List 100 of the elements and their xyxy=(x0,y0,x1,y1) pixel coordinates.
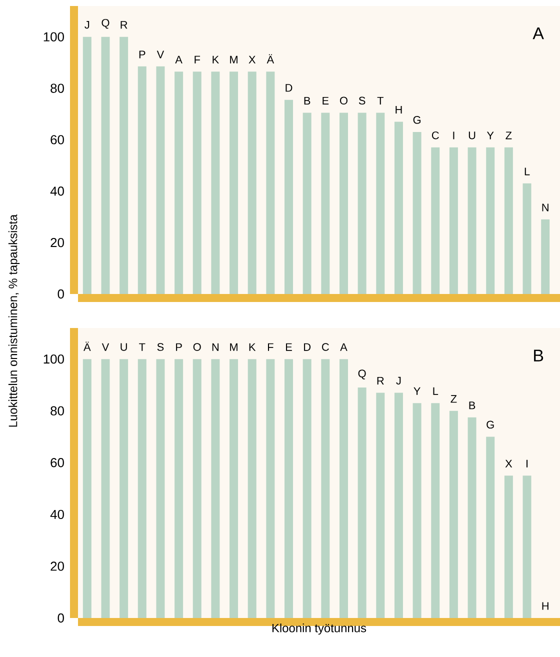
x-tick-label: M xyxy=(230,56,238,64)
bar xyxy=(211,359,220,618)
bar xyxy=(138,66,146,294)
bar xyxy=(156,66,165,294)
x-tick-label: N xyxy=(542,204,548,212)
x-tick-label: D xyxy=(286,84,292,92)
x-tick-label: G xyxy=(413,116,420,124)
y-tick-label: 20 xyxy=(50,562,64,571)
bar xyxy=(376,112,385,294)
bar xyxy=(248,72,256,294)
x-tick-label: P xyxy=(139,50,146,58)
bar xyxy=(101,359,110,618)
bar xyxy=(504,476,513,618)
bar xyxy=(156,359,165,618)
bar xyxy=(504,147,513,294)
x-tick-label: E xyxy=(286,343,292,351)
x-tick-label: A xyxy=(175,56,182,64)
bar xyxy=(120,36,128,294)
x-tick-label: O xyxy=(193,343,201,351)
x-tick-label: F xyxy=(268,343,274,351)
bar xyxy=(449,410,458,618)
y-tick-label: 80 xyxy=(50,406,64,416)
x-tick-label: S xyxy=(358,96,366,105)
x-tick-label: K xyxy=(212,56,219,64)
bar xyxy=(522,183,532,294)
bar xyxy=(192,359,202,618)
bar xyxy=(82,36,92,294)
bar xyxy=(138,359,146,618)
bar xyxy=(174,72,184,294)
bar xyxy=(541,219,550,294)
bar xyxy=(284,359,294,618)
bar xyxy=(230,72,238,294)
x-tick-label: L xyxy=(524,168,530,176)
x-tick-label: H xyxy=(542,602,548,610)
x-tick-label: F xyxy=(194,56,200,64)
x-tick-label: A xyxy=(340,343,348,351)
x-tick-label: T xyxy=(377,96,384,105)
x-tick-label: Q xyxy=(358,370,366,380)
x-tick-label: O xyxy=(340,96,348,105)
y-tick-label: 60 xyxy=(50,135,64,144)
bar xyxy=(522,476,532,618)
bar xyxy=(302,359,312,618)
bar xyxy=(486,147,495,294)
bar xyxy=(376,392,385,618)
bar xyxy=(266,72,275,294)
y-tick-label: 0 xyxy=(58,289,64,299)
x-tick-label: I xyxy=(453,132,454,140)
bar xyxy=(192,72,202,294)
x-tick-label: N xyxy=(212,343,219,351)
x-tick-label: X xyxy=(505,460,512,468)
bar xyxy=(321,112,330,294)
y-tick-label: 40 xyxy=(50,186,64,196)
y-tick-label: 0 xyxy=(58,613,64,623)
bar xyxy=(302,112,312,294)
bar xyxy=(101,36,110,294)
x-tick-label: C xyxy=(322,343,329,351)
bar xyxy=(394,122,403,294)
y-tick-label: 100 xyxy=(44,354,64,364)
x-tick-label: Z xyxy=(450,395,457,403)
bar xyxy=(211,72,220,294)
x-tick-label: M xyxy=(230,343,238,351)
x-tick-label: R xyxy=(120,21,128,29)
y-tick-label: 40 xyxy=(50,510,64,520)
y-tick-label: 20 xyxy=(50,238,64,248)
x-tick-label: U xyxy=(120,343,127,351)
x-tick-label: R xyxy=(377,376,384,385)
x-tick-label: Y xyxy=(486,132,494,140)
bar xyxy=(82,359,92,618)
x-tick-label: I xyxy=(526,460,528,468)
bar xyxy=(449,147,458,294)
y-tick-label: 60 xyxy=(50,458,64,468)
y-tick-label: 100 xyxy=(44,32,64,42)
x-tick-label: Ä xyxy=(84,342,91,351)
bar xyxy=(248,359,256,618)
x-tick-label: K xyxy=(249,343,256,351)
x-tick-label: D xyxy=(304,343,311,351)
x-tick-label: L xyxy=(433,387,438,395)
bar xyxy=(284,100,294,294)
bar xyxy=(394,392,403,618)
bar xyxy=(431,147,440,294)
x-tick-label: T xyxy=(139,343,146,351)
x-tick-label: S xyxy=(157,343,164,351)
bar xyxy=(486,436,495,618)
bar xyxy=(339,359,348,618)
x-tick-label: E xyxy=(322,96,329,105)
x-tick-label: Z xyxy=(506,132,512,140)
x-tick-label: B xyxy=(304,96,310,105)
bar xyxy=(266,359,275,618)
x-tick-label: Y xyxy=(414,387,420,395)
bar xyxy=(120,359,128,618)
bar xyxy=(358,388,366,618)
x-tick-label: Ä xyxy=(266,54,274,64)
x-axis-title: Kloonin työtunnus xyxy=(272,624,366,635)
x-tick-label: J xyxy=(84,21,90,29)
x-tick-label: C xyxy=(432,131,439,140)
x-tick-label: H xyxy=(396,106,402,114)
bar xyxy=(468,417,476,618)
y-tick-label: 80 xyxy=(50,84,64,93)
bar xyxy=(339,112,348,294)
y-axis-title: Luokittelun onnistuminen, % tapauksista xyxy=(8,214,20,427)
